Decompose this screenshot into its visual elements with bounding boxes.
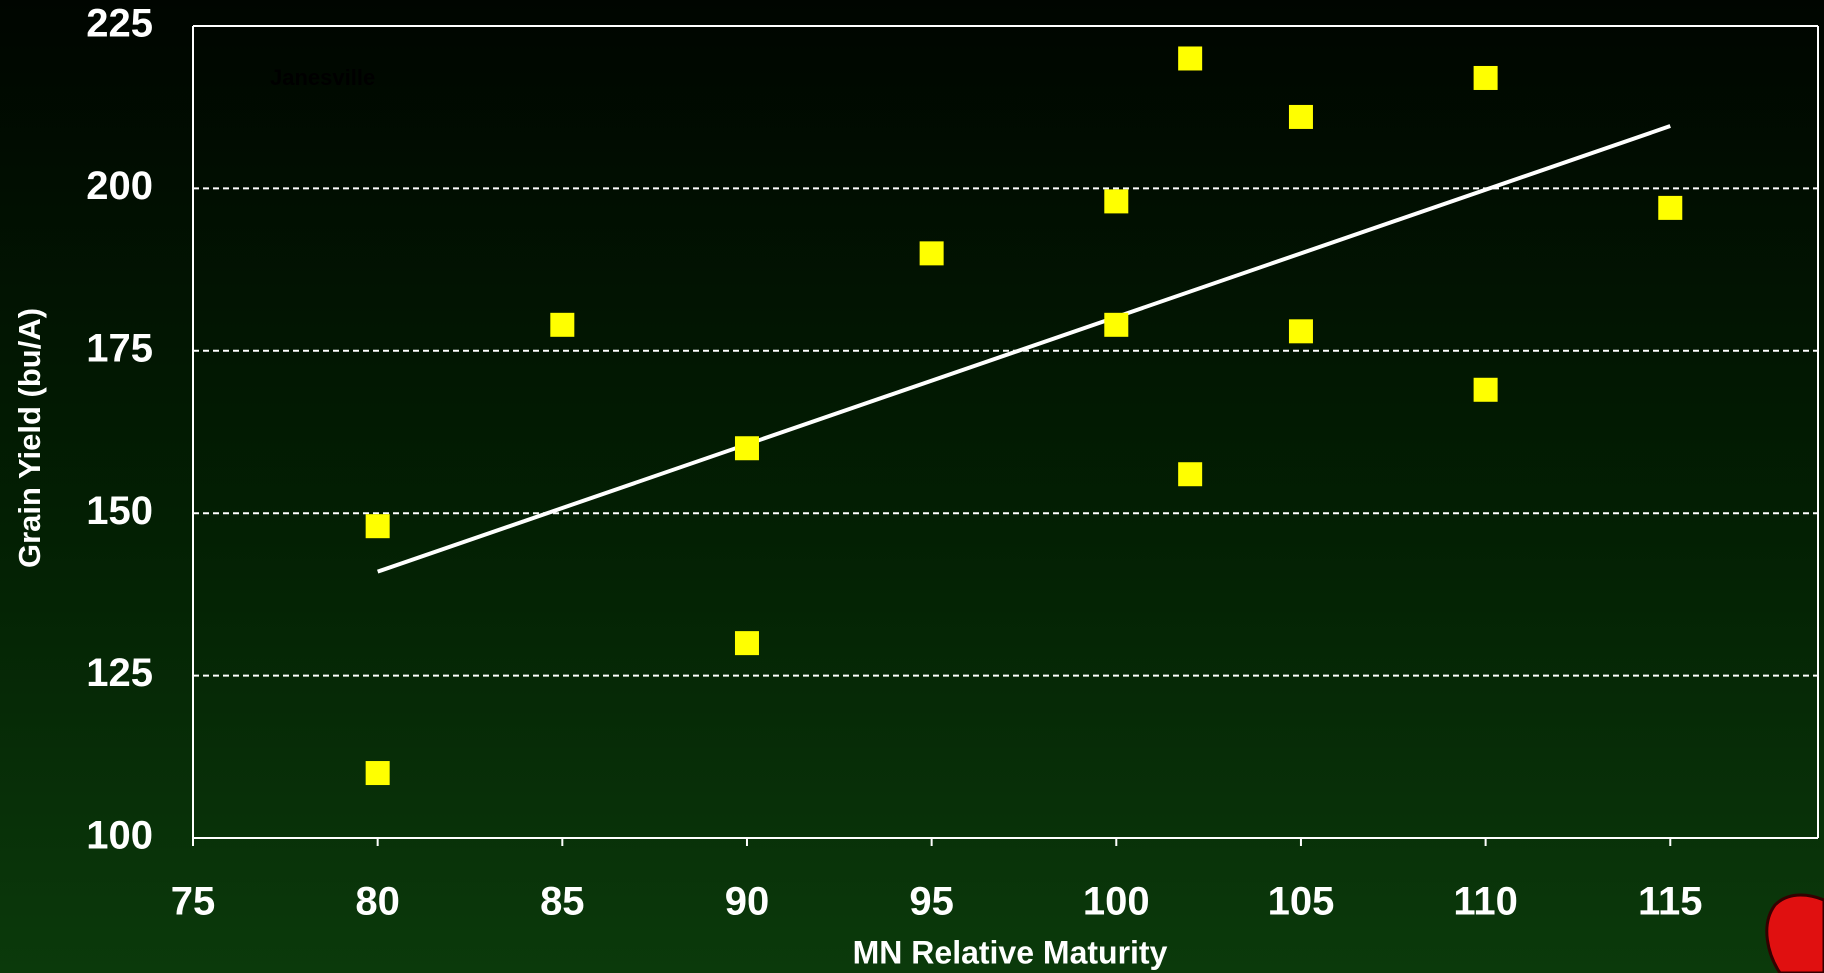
point bbox=[1178, 46, 1203, 71]
point bbox=[1104, 312, 1129, 337]
x-tick-label: 85 bbox=[540, 880, 585, 924]
point bbox=[365, 514, 390, 539]
point bbox=[1473, 377, 1498, 402]
point bbox=[1658, 195, 1683, 220]
point bbox=[1473, 65, 1498, 90]
y-tick-label: 100 bbox=[86, 814, 153, 858]
point bbox=[1288, 104, 1313, 129]
y-axis-title: Grain Yield (bu/A) bbox=[12, 308, 47, 568]
decoration bbox=[1765, 893, 1824, 973]
point bbox=[1178, 462, 1203, 487]
point bbox=[365, 761, 390, 786]
point bbox=[919, 241, 944, 266]
annotation: Janesville bbox=[270, 65, 375, 90]
x-axis-title: MN Relative Maturity bbox=[853, 934, 1168, 970]
x-tick-label: 115 bbox=[1638, 880, 1703, 924]
x-tick-label: 80 bbox=[355, 880, 400, 924]
point bbox=[734, 436, 759, 461]
x-tick-label: 100 bbox=[1083, 880, 1150, 924]
x-tick-label: 95 bbox=[909, 880, 954, 924]
x-tick-label: 105 bbox=[1268, 880, 1335, 924]
x-tick-label: 90 bbox=[725, 880, 770, 924]
point bbox=[734, 631, 759, 656]
y-tick-label: 225 bbox=[86, 2, 153, 46]
point bbox=[550, 312, 575, 337]
trendline bbox=[377, 124, 1671, 574]
y-tick-label: 200 bbox=[86, 164, 153, 208]
y-tick-label: 125 bbox=[86, 651, 153, 695]
y-tick-label: 175 bbox=[86, 326, 153, 370]
x-tick-label: 110 bbox=[1453, 880, 1518, 924]
x-tick-label: 75 bbox=[171, 880, 216, 924]
point bbox=[1288, 319, 1313, 344]
y-tick-label: 150 bbox=[86, 489, 153, 533]
point bbox=[1104, 189, 1129, 214]
